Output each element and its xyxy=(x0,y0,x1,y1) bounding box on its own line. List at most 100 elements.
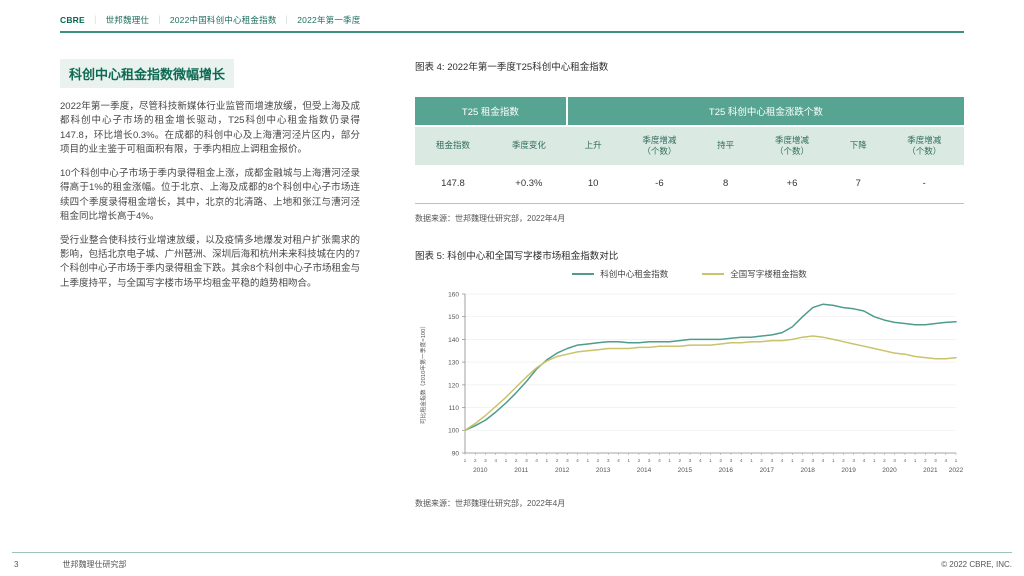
footer-copyright: © 2022 CBRE, INC. xyxy=(941,560,1012,569)
header-separator: ｜ xyxy=(155,15,164,25)
svg-text:1: 1 xyxy=(545,458,548,464)
header-separator: ｜ xyxy=(282,15,292,25)
article-paragraph: 10个科创中心子市场于季内录得租金上涨，成都金融城与上海漕河泾录得高于1%的租金… xyxy=(60,167,360,223)
legend-item-tech-center-index: 科创中心租金指数 xyxy=(572,268,668,280)
figure-4-source: 数据来源：世邦魏理仕研究部，2022年4月 xyxy=(415,214,566,223)
svg-text:100: 100 xyxy=(448,428,459,435)
svg-text:2014: 2014 xyxy=(637,467,652,474)
page-footer: 3 世邦魏理仕研究部 © 2022 CBRE, INC. xyxy=(12,552,1012,576)
table-cell: -6 xyxy=(619,165,700,204)
header-separator: ｜ xyxy=(90,15,100,25)
svg-text:2012: 2012 xyxy=(555,467,570,474)
table-column-header: 季度增减 （个数） xyxy=(619,126,700,165)
table-column-header: 下降 xyxy=(831,126,885,165)
svg-text:1: 1 xyxy=(586,458,589,464)
article-column: 科创中心租金指数微幅增长 2022年第一季度，尽管科技新媒体行业监管而增速放缓，… xyxy=(60,59,360,509)
svg-text:2: 2 xyxy=(597,458,600,464)
table-row: 147.8 +0.3% 10 -6 8 +6 7 - xyxy=(415,165,964,204)
table-column-header: 季度变化 xyxy=(490,126,567,165)
svg-text:2: 2 xyxy=(678,458,681,464)
svg-text:150: 150 xyxy=(448,314,459,321)
svg-text:4: 4 xyxy=(904,458,907,464)
figures-column: 图表 4: 2022年第一季度T25科创中心租金指数 T25 租金指数 T25 … xyxy=(415,59,964,509)
svg-text:2: 2 xyxy=(515,458,518,464)
header-period: 2022年第一季度 xyxy=(297,15,361,25)
table-cell: - xyxy=(884,165,964,204)
table-cell: +6 xyxy=(751,165,832,204)
svg-text:110: 110 xyxy=(449,405,460,412)
svg-text:4: 4 xyxy=(781,458,784,464)
svg-text:1: 1 xyxy=(832,458,835,464)
svg-text:1: 1 xyxy=(750,458,753,464)
svg-text:1: 1 xyxy=(627,458,630,464)
svg-text:2016: 2016 xyxy=(719,467,734,474)
svg-text:3: 3 xyxy=(648,458,651,464)
table-cell: +0.3% xyxy=(490,165,567,204)
rent-index-table: T25 租金指数 T25 科创中心租金涨跌个数 租金指数 季度变化 上升 季度增… xyxy=(415,97,964,204)
legend-item-national-office-index: 全国写字楼租金指数 xyxy=(702,268,807,280)
svg-text:2018: 2018 xyxy=(800,467,815,474)
svg-text:3: 3 xyxy=(811,458,814,464)
svg-text:4: 4 xyxy=(699,458,702,464)
svg-text:1: 1 xyxy=(709,458,712,464)
svg-text:2019: 2019 xyxy=(841,467,856,474)
svg-text:140: 140 xyxy=(448,337,459,344)
svg-text:2021: 2021 xyxy=(923,467,938,474)
table-group-header: T25 租金指数 xyxy=(415,97,568,127)
article-paragraph: 受行业整合使科技行业增速放缓，以及疫情多地爆发对租户扩张需求的影响，包括北京电子… xyxy=(60,234,360,289)
svg-text:3: 3 xyxy=(607,458,610,464)
svg-text:2020: 2020 xyxy=(882,467,897,474)
table-cell: 8 xyxy=(699,165,752,204)
table-column-header: 租金指数 xyxy=(415,126,491,165)
svg-text:2: 2 xyxy=(638,458,641,464)
svg-text:4: 4 xyxy=(944,458,947,464)
header-rule xyxy=(60,31,964,33)
svg-text:120: 120 xyxy=(448,382,459,389)
svg-text:2: 2 xyxy=(719,458,722,464)
svg-text:1: 1 xyxy=(955,458,958,464)
table-cell: 147.8 xyxy=(415,165,491,204)
svg-text:3: 3 xyxy=(852,458,855,464)
svg-text:1: 1 xyxy=(505,458,508,464)
svg-text:4: 4 xyxy=(617,458,620,464)
table-cell: 10 xyxy=(566,165,620,204)
svg-text:2017: 2017 xyxy=(760,467,775,474)
svg-text:4: 4 xyxy=(535,458,538,464)
svg-text:3: 3 xyxy=(730,458,733,464)
legend-label: 全国写字楼租金指数 xyxy=(730,269,807,279)
svg-text:2: 2 xyxy=(556,458,559,464)
svg-text:3: 3 xyxy=(771,458,774,464)
svg-text:1: 1 xyxy=(914,458,917,464)
svg-text:1: 1 xyxy=(668,458,671,464)
svg-text:2015: 2015 xyxy=(678,467,693,474)
figure-5: 图表 5: 科创中心和全国写字楼市场租金指数对比 科创中心租金指数 全国写字楼租… xyxy=(415,248,964,509)
svg-text:2010: 2010 xyxy=(473,467,488,474)
svg-text:2011: 2011 xyxy=(514,467,528,474)
svg-text:3: 3 xyxy=(689,458,692,464)
svg-text:2: 2 xyxy=(842,458,845,464)
svg-text:2013: 2013 xyxy=(596,467,611,474)
legend-swatch-teal xyxy=(572,273,595,275)
svg-text:3: 3 xyxy=(566,458,569,464)
svg-text:3: 3 xyxy=(893,458,896,464)
footer-department: 世邦魏理仕研究部 xyxy=(62,560,127,569)
svg-text:1: 1 xyxy=(791,458,794,464)
svg-text:2: 2 xyxy=(474,458,477,464)
svg-text:2: 2 xyxy=(801,458,804,464)
svg-text:3: 3 xyxy=(484,458,487,464)
page-number: 3 xyxy=(14,560,19,569)
table-column-header: 持平 xyxy=(699,126,752,165)
table-column-header: 上升 xyxy=(566,126,620,165)
svg-text:2022: 2022 xyxy=(949,467,964,474)
main-content: 科创中心租金指数微幅增长 2022年第一季度，尽管科技新媒体行业监管而增速放缓，… xyxy=(60,59,964,509)
table-column-header: 季度增减 （个数） xyxy=(884,126,964,165)
table-cell: 7 xyxy=(831,165,885,204)
page-header: CBRE ｜ 世邦魏理仕 ｜ 2022中国科创中心租金指数 ｜ 2022年第一季度 xyxy=(60,14,964,33)
legend-label: 科创中心租金指数 xyxy=(600,269,669,279)
table-group-header: T25 科创中心租金涨跌个数 xyxy=(566,97,964,127)
svg-text:3: 3 xyxy=(525,458,528,464)
figure-4: 图表 4: 2022年第一季度T25科创中心租金指数 T25 租金指数 T25 … xyxy=(415,59,964,224)
chart-legend: 科创中心租金指数 全国写字楼租金指数 xyxy=(415,268,964,280)
header-company: 世邦魏理仕 xyxy=(105,15,150,25)
